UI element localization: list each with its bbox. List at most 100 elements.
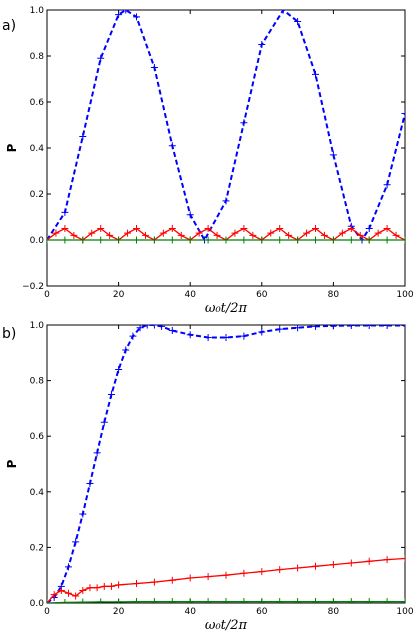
data-point-b-2 bbox=[133, 598, 140, 603]
x-tick-label-a: 80 bbox=[328, 290, 340, 300]
data-point-b-0 bbox=[312, 325, 319, 330]
data-point-a-0 bbox=[312, 70, 319, 78]
data-point-a-0 bbox=[222, 197, 230, 205]
data-point-a-2 bbox=[365, 236, 373, 244]
data-point-b-1 bbox=[168, 576, 176, 584]
data-point-b-2 bbox=[258, 598, 266, 603]
data-point-b-2 bbox=[365, 598, 373, 603]
data-point-b-1 bbox=[72, 592, 80, 600]
data-point-b-0 bbox=[204, 334, 212, 342]
data-point-a-2 bbox=[312, 236, 319, 244]
y-tick-label-a: −0.2 bbox=[22, 282, 44, 292]
data-point-a-1 bbox=[70, 231, 78, 239]
data-point-a-0 bbox=[61, 208, 69, 216]
data-point-b-0 bbox=[347, 325, 355, 330]
data-point-a-1 bbox=[97, 225, 105, 232]
data-point-b-0 bbox=[86, 479, 94, 487]
data-point-a-1 bbox=[231, 229, 239, 237]
data-point-a-1 bbox=[312, 225, 319, 232]
data-point-a-2 bbox=[115, 236, 123, 244]
data-point-b-1 bbox=[294, 564, 302, 572]
data-point-a-2 bbox=[97, 236, 105, 244]
data-point-a-2 bbox=[61, 236, 69, 244]
plot-area-a bbox=[47, 10, 405, 244]
data-point-b-0 bbox=[158, 325, 166, 330]
plot-frame-a bbox=[46, 9, 406, 287]
data-point-a-2 bbox=[150, 236, 158, 244]
data-point-a-1 bbox=[240, 225, 248, 232]
data-point-a-0 bbox=[279, 10, 287, 14]
data-point-a-1 bbox=[195, 229, 203, 237]
data-point-b-1 bbox=[50, 591, 58, 599]
data-point-a-1 bbox=[159, 229, 167, 237]
data-point-b-1 bbox=[107, 582, 115, 590]
x-axis-label-a: ω₀t/2π bbox=[205, 301, 248, 316]
data-point-b-0 bbox=[168, 327, 176, 335]
data-point-a-0 bbox=[365, 225, 373, 232]
data-point-b-0 bbox=[107, 391, 115, 398]
x-tick-label-b: 40 bbox=[184, 607, 196, 617]
data-point-b-0 bbox=[115, 365, 123, 373]
data-point-a-1 bbox=[347, 225, 355, 232]
x-tick-label-b: 100 bbox=[396, 607, 413, 617]
data-point-b-0 bbox=[383, 325, 391, 330]
data-point-b-0 bbox=[122, 346, 130, 354]
data-point-a-0 bbox=[240, 119, 248, 127]
data-point-a-0 bbox=[168, 142, 176, 150]
data-point-b-1 bbox=[79, 586, 87, 594]
data-point-a-1 bbox=[133, 225, 140, 232]
data-point-b-1 bbox=[329, 561, 337, 569]
data-point-b-1 bbox=[347, 559, 355, 567]
x-tick-label-a: 0 bbox=[44, 290, 50, 300]
data-point-b-0 bbox=[186, 331, 194, 339]
data-point-b-1 bbox=[86, 584, 94, 592]
panel-label-a: a) bbox=[2, 18, 16, 34]
data-point-a-2 bbox=[204, 236, 212, 244]
y-tick-label-a: 0.4 bbox=[30, 144, 45, 154]
data-point-a-1 bbox=[213, 231, 221, 239]
data-point-a-1 bbox=[88, 229, 96, 237]
data-point-a-1 bbox=[61, 225, 69, 232]
data-point-b-1 bbox=[150, 578, 158, 586]
data-point-b-0 bbox=[222, 334, 230, 342]
y-tick-label-a: 0.8 bbox=[30, 52, 45, 62]
data-point-a-2 bbox=[258, 236, 266, 244]
x-axis-label-b: ω₀t/2π bbox=[205, 618, 248, 633]
data-point-a-2 bbox=[347, 236, 355, 244]
data-point-b-1 bbox=[383, 556, 391, 564]
data-point-b-1 bbox=[100, 582, 108, 590]
data-point-b-0 bbox=[401, 325, 405, 330]
data-point-b-1 bbox=[133, 580, 140, 588]
data-point-b-2 bbox=[186, 598, 194, 603]
data-point-a-1 bbox=[285, 231, 293, 239]
data-point-b-1 bbox=[93, 584, 101, 592]
data-point-a-1 bbox=[320, 231, 328, 239]
x-tick-label-b: 20 bbox=[113, 607, 125, 617]
data-point-a-0 bbox=[186, 211, 194, 219]
data-point-b-2 bbox=[312, 598, 319, 603]
data-point-a-0 bbox=[150, 64, 158, 71]
y-tick-label-a: 0.0 bbox=[30, 236, 45, 246]
y-tick-label-a: 1.0 bbox=[30, 6, 45, 16]
data-point-a-1 bbox=[267, 229, 275, 237]
data-point-b-1 bbox=[186, 574, 194, 582]
x-tick-label-a: 40 bbox=[184, 290, 196, 300]
y-tick-label-b: 0.0 bbox=[30, 599, 45, 609]
data-point-a-1 bbox=[276, 225, 284, 232]
data-point-a-1 bbox=[52, 229, 60, 237]
y-tick-label-b: 1.0 bbox=[30, 321, 45, 331]
y-tick-label-b: 0.8 bbox=[30, 377, 45, 387]
data-point-b-2 bbox=[347, 598, 355, 603]
data-point-a-0 bbox=[122, 10, 130, 14]
x-tick-label-b: 80 bbox=[328, 607, 340, 617]
y-tick-label-a: 0.2 bbox=[30, 190, 44, 200]
data-point-b-0 bbox=[294, 325, 302, 332]
data-point-b-2 bbox=[329, 598, 337, 603]
data-point-a-0 bbox=[97, 54, 105, 62]
data-point-a-1 bbox=[383, 225, 391, 232]
x-tick-label-a: 20 bbox=[113, 290, 125, 300]
data-point-b-0 bbox=[143, 325, 151, 329]
data-point-b-2 bbox=[222, 598, 230, 603]
x-tick-label-b: 60 bbox=[256, 607, 268, 617]
